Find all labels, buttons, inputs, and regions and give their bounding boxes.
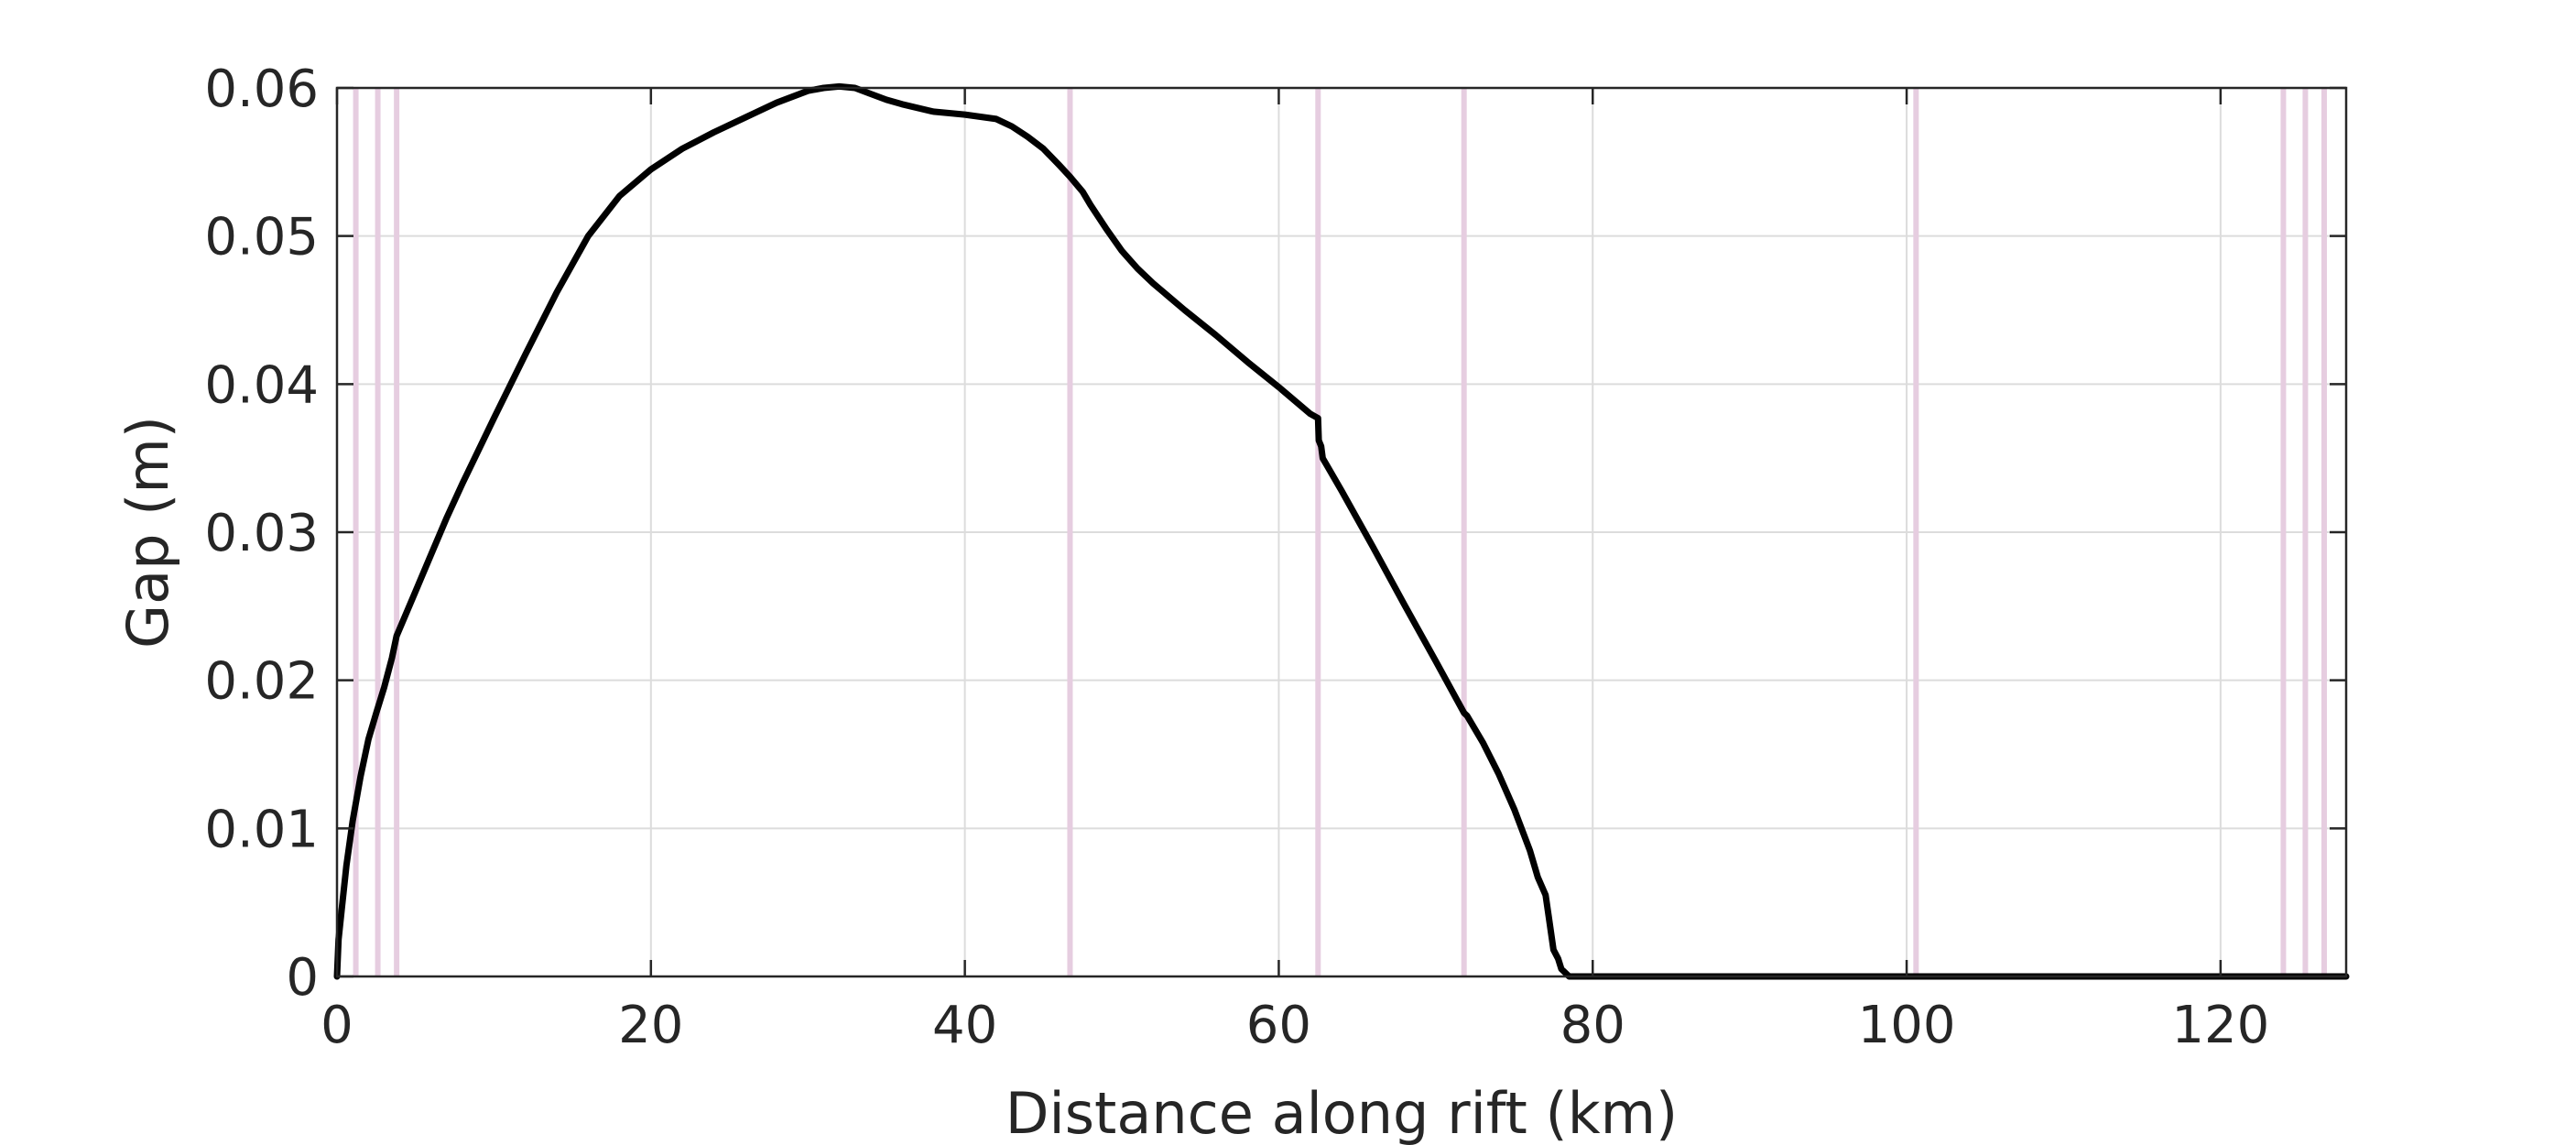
x-tick-label: 0 (321, 996, 353, 1055)
x-tick-label: 60 (1246, 996, 1311, 1055)
y-tick-label: 0.03 (204, 504, 319, 563)
x-tick-label: 40 (932, 996, 997, 1055)
y-axis-title: Gap (m) (114, 416, 181, 649)
x-tick-labels: 0 20 40 60 80 100 120 (321, 996, 2269, 1055)
y-tick-label: 0.01 (204, 800, 319, 859)
x-tick-label: 120 (2171, 996, 2269, 1055)
y-tick-label: 0.02 (204, 652, 319, 712)
gap-series-line (333, 82, 2350, 980)
y-tick-label: 0 (286, 948, 319, 1008)
axis-ticks (335, 86, 2346, 978)
y-tick-label: 0.06 (204, 60, 319, 119)
y-tick-label: 0.05 (204, 208, 319, 267)
y-tick-label: 0.04 (204, 355, 319, 415)
x-axis-title: Distance along rift (km) (1005, 1080, 1678, 1145)
y-tick-labels: 0 0.01 0.02 0.03 0.04 0.05 0.06 (204, 60, 319, 1008)
x-tick-label: 100 (1858, 996, 1956, 1055)
x-tick-label: 80 (1560, 996, 1625, 1055)
x-tick-label: 20 (618, 996, 683, 1055)
vertical-marker-lines (353, 88, 2328, 976)
